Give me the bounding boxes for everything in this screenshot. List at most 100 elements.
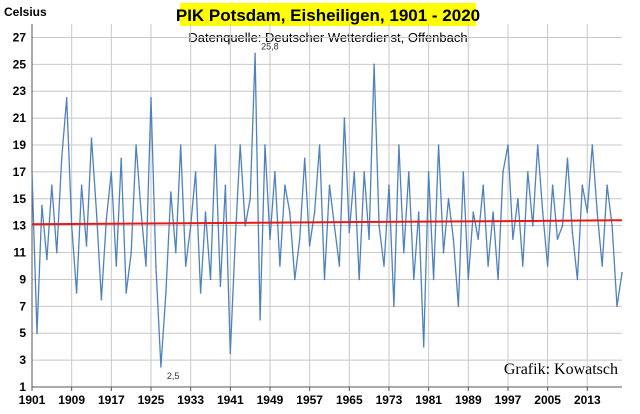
data-point xyxy=(155,265,157,267)
data-point xyxy=(165,292,167,294)
data-point xyxy=(298,238,301,240)
data-point xyxy=(427,171,430,173)
data-point xyxy=(442,251,445,254)
data-point xyxy=(571,231,574,234)
data-point xyxy=(581,184,584,187)
data-point xyxy=(194,171,197,173)
data-point xyxy=(75,292,78,294)
data-point xyxy=(313,211,316,213)
y-tick-label: 27 xyxy=(13,30,27,44)
data-point xyxy=(70,224,73,227)
data-point xyxy=(517,198,519,200)
data-point xyxy=(586,211,589,213)
data-point xyxy=(541,211,544,213)
data-point xyxy=(621,271,623,274)
data-point xyxy=(323,278,326,281)
data-point xyxy=(80,184,83,187)
data-point xyxy=(264,144,266,146)
data-point xyxy=(145,265,147,267)
x-tick-label: 1917 xyxy=(98,393,125,407)
data-point xyxy=(591,144,594,146)
x-tick-label: 1973 xyxy=(376,393,403,407)
data-point xyxy=(576,278,579,281)
data-point xyxy=(457,305,460,308)
data-point xyxy=(596,211,598,213)
data-point xyxy=(234,238,237,240)
data-point xyxy=(289,211,291,213)
data-point xyxy=(269,238,271,240)
data-point xyxy=(65,97,68,99)
data-point xyxy=(41,204,43,207)
data-point xyxy=(279,265,281,267)
data-point xyxy=(403,251,405,254)
y-tick-label: 21 xyxy=(13,111,27,125)
x-tick-label: 1941 xyxy=(217,393,244,407)
data-point xyxy=(611,224,613,227)
data-point xyxy=(432,278,435,281)
series xyxy=(31,52,623,368)
data-point xyxy=(179,144,182,146)
data-point xyxy=(601,265,603,267)
x-tick-label: 1925 xyxy=(138,393,165,407)
data-point xyxy=(328,184,331,187)
x-tick-label: 1933 xyxy=(177,393,204,407)
data-point xyxy=(95,211,98,213)
x-tick-label: 2005 xyxy=(534,393,561,407)
data-point xyxy=(502,171,504,173)
data-point xyxy=(606,184,608,187)
data-point xyxy=(125,292,127,294)
data-point xyxy=(536,144,539,146)
data-point xyxy=(36,332,38,335)
data-point xyxy=(249,198,251,200)
data-point xyxy=(105,218,108,220)
data-point xyxy=(487,265,489,267)
data-point xyxy=(358,278,361,281)
y-tick-label: 25 xyxy=(13,57,27,71)
data-point xyxy=(437,144,440,146)
data-point xyxy=(130,251,132,254)
data-point xyxy=(373,63,375,66)
data-point xyxy=(556,238,559,240)
data-point xyxy=(140,211,142,213)
chart-title: PIK Potsdam, Eisheiligen, 1901 - 2020 xyxy=(176,6,480,25)
chart-title-box xyxy=(180,3,476,26)
data-point xyxy=(120,157,122,160)
x-tick-label: 1989 xyxy=(455,393,482,407)
data-point xyxy=(110,171,113,173)
data-point xyxy=(561,224,564,227)
y-tick-label: 11 xyxy=(13,246,26,260)
data-point xyxy=(189,224,192,227)
data-point xyxy=(482,184,485,187)
annotations: 25,8 2,5 xyxy=(167,42,279,381)
data-point xyxy=(343,117,346,119)
data-point xyxy=(229,352,232,355)
data-point xyxy=(452,238,455,240)
data-point xyxy=(527,171,529,173)
y-tick-label: 15 xyxy=(13,192,27,206)
data-label: 25,8 xyxy=(261,42,279,52)
data-point xyxy=(244,224,246,227)
data-point xyxy=(497,278,499,281)
x-tick-label: 1901 xyxy=(19,393,46,407)
x-tick-label: 1949 xyxy=(257,393,284,407)
y-tick-label: 17 xyxy=(13,165,27,179)
data-point xyxy=(259,319,261,321)
data-point xyxy=(239,144,241,146)
data-point xyxy=(209,278,212,281)
data-point xyxy=(338,265,341,267)
axes xyxy=(31,24,622,391)
data-point xyxy=(254,52,256,55)
data-point xyxy=(447,198,450,200)
trend-line xyxy=(31,219,623,226)
data-point xyxy=(274,171,276,173)
data-point xyxy=(294,278,296,281)
data-point xyxy=(507,144,509,146)
data-point xyxy=(308,245,311,247)
data-point xyxy=(135,144,137,146)
data-point xyxy=(492,211,494,213)
data-point xyxy=(522,265,524,267)
temperature-series-line xyxy=(31,52,623,368)
data-point xyxy=(532,224,534,227)
data-point xyxy=(60,157,63,160)
